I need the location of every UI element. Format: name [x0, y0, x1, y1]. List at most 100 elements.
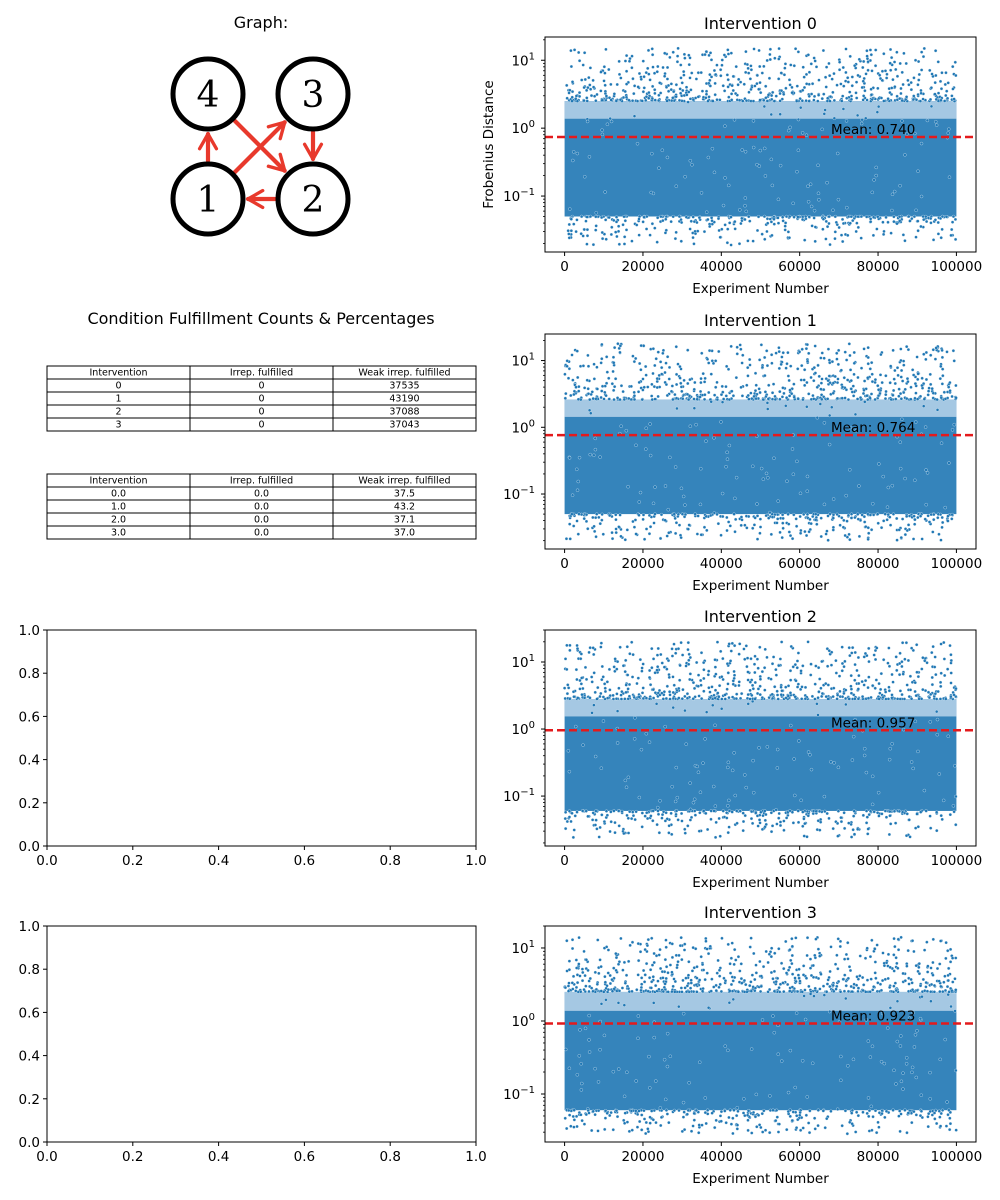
scatter-point — [837, 674, 842, 678]
scatter-point — [765, 401, 770, 405]
scatter-point — [884, 961, 889, 965]
scatter-point — [850, 758, 855, 762]
scatter-point — [952, 693, 956, 697]
scatter-point — [745, 656, 750, 660]
scatter-point — [942, 640, 946, 645]
scatter-point — [849, 512, 854, 516]
scatter-point — [894, 67, 898, 72]
scatter-point — [630, 239, 634, 243]
scatter-point — [707, 686, 711, 690]
scatter-point — [816, 666, 821, 670]
scatter-point — [635, 223, 639, 227]
scatter-point — [584, 88, 589, 92]
scatter-point — [872, 985, 876, 989]
scatter-point — [681, 1100, 686, 1105]
scatter-point — [577, 385, 581, 389]
scatter-point — [674, 812, 678, 817]
scatter-point — [790, 537, 795, 541]
scatter-point — [794, 979, 798, 984]
scatter-point — [847, 532, 851, 537]
scatter-point — [810, 694, 815, 698]
scatter-point — [872, 178, 876, 182]
scatter-point — [612, 809, 616, 813]
scatter-point — [802, 378, 806, 382]
scatter-point — [912, 1045, 917, 1049]
scatter-point — [855, 668, 859, 673]
scatter-point — [617, 224, 621, 228]
scatter-point — [588, 976, 592, 981]
scatter-point — [898, 689, 903, 693]
scatter-point — [937, 1109, 941, 1113]
scatter-point — [653, 91, 657, 96]
scatter-point — [911, 648, 915, 653]
node-3-label: 3 — [302, 75, 325, 116]
scatter-point — [656, 350, 660, 354]
scatter-point — [738, 696, 743, 701]
scatter-point — [847, 646, 851, 650]
scatter-point — [571, 987, 575, 991]
scatter-point — [570, 938, 575, 942]
scatter-point — [572, 1125, 576, 1129]
scatter-point — [609, 1110, 613, 1115]
scatter-point — [591, 989, 595, 993]
scatter-point — [617, 989, 622, 993]
scatter-point — [933, 1117, 937, 1121]
scatter-point — [820, 691, 825, 696]
scatter-point — [653, 397, 657, 401]
scatter-point — [644, 732, 648, 736]
scatter-point — [794, 1011, 799, 1015]
scatter-point — [898, 440, 902, 444]
scatter-point — [812, 98, 816, 102]
scatter-point — [617, 809, 621, 813]
scatter-point — [650, 980, 654, 984]
scatter-point — [644, 373, 648, 377]
scatter-point — [905, 1056, 909, 1060]
scatter-point — [848, 538, 852, 542]
scatter-point — [890, 742, 894, 746]
scatter-point — [815, 702, 819, 706]
scatter-point — [595, 387, 599, 391]
scatter-point — [907, 1016, 912, 1020]
scatter-point — [767, 516, 771, 520]
scatter-point — [673, 990, 677, 994]
x-tick-label: 60000 — [778, 1149, 821, 1165]
scatter-point — [600, 128, 604, 132]
scatter-point — [727, 397, 732, 402]
x-axis-label: Experiment Number — [692, 578, 829, 594]
scatter-point — [625, 813, 629, 818]
scatter-point — [849, 984, 853, 989]
scatter-point — [681, 397, 685, 401]
scatter-point — [905, 683, 909, 687]
scatter-point — [914, 391, 918, 395]
scatter-point — [919, 224, 923, 229]
scatter-point — [730, 98, 734, 102]
scatter-point — [641, 59, 645, 63]
scatter-point — [686, 381, 690, 386]
scatter-point — [909, 88, 914, 92]
scatter-point — [772, 99, 776, 103]
scatter-point — [627, 396, 631, 401]
scatter-point — [919, 810, 923, 814]
scatter-point — [790, 447, 795, 451]
scatter-point — [617, 525, 621, 529]
scatter-point — [575, 647, 580, 651]
scatter-point — [688, 986, 693, 990]
scatter-point — [749, 816, 754, 821]
scatter-point — [645, 943, 650, 948]
scatter-point — [577, 389, 581, 393]
scatter-point — [788, 948, 792, 952]
x-tick-label: 0 — [560, 259, 569, 275]
scatter-point — [667, 831, 671, 835]
scatter-point — [639, 748, 644, 752]
scatter-point — [650, 84, 655, 89]
scatter-point — [855, 397, 860, 401]
chart-title: Intervention 0 — [704, 14, 817, 33]
scatter-point — [903, 532, 908, 537]
scatter-point — [763, 809, 767, 813]
scatter-point — [633, 737, 637, 741]
scatter-point — [658, 360, 663, 364]
empty-axes-bottom: 0.00.00.20.20.40.40.60.60.80.81.01.0 — [19, 919, 487, 1165]
scatter-point — [632, 394, 637, 398]
scatter-point — [674, 184, 678, 188]
scatter-point — [898, 1109, 902, 1113]
